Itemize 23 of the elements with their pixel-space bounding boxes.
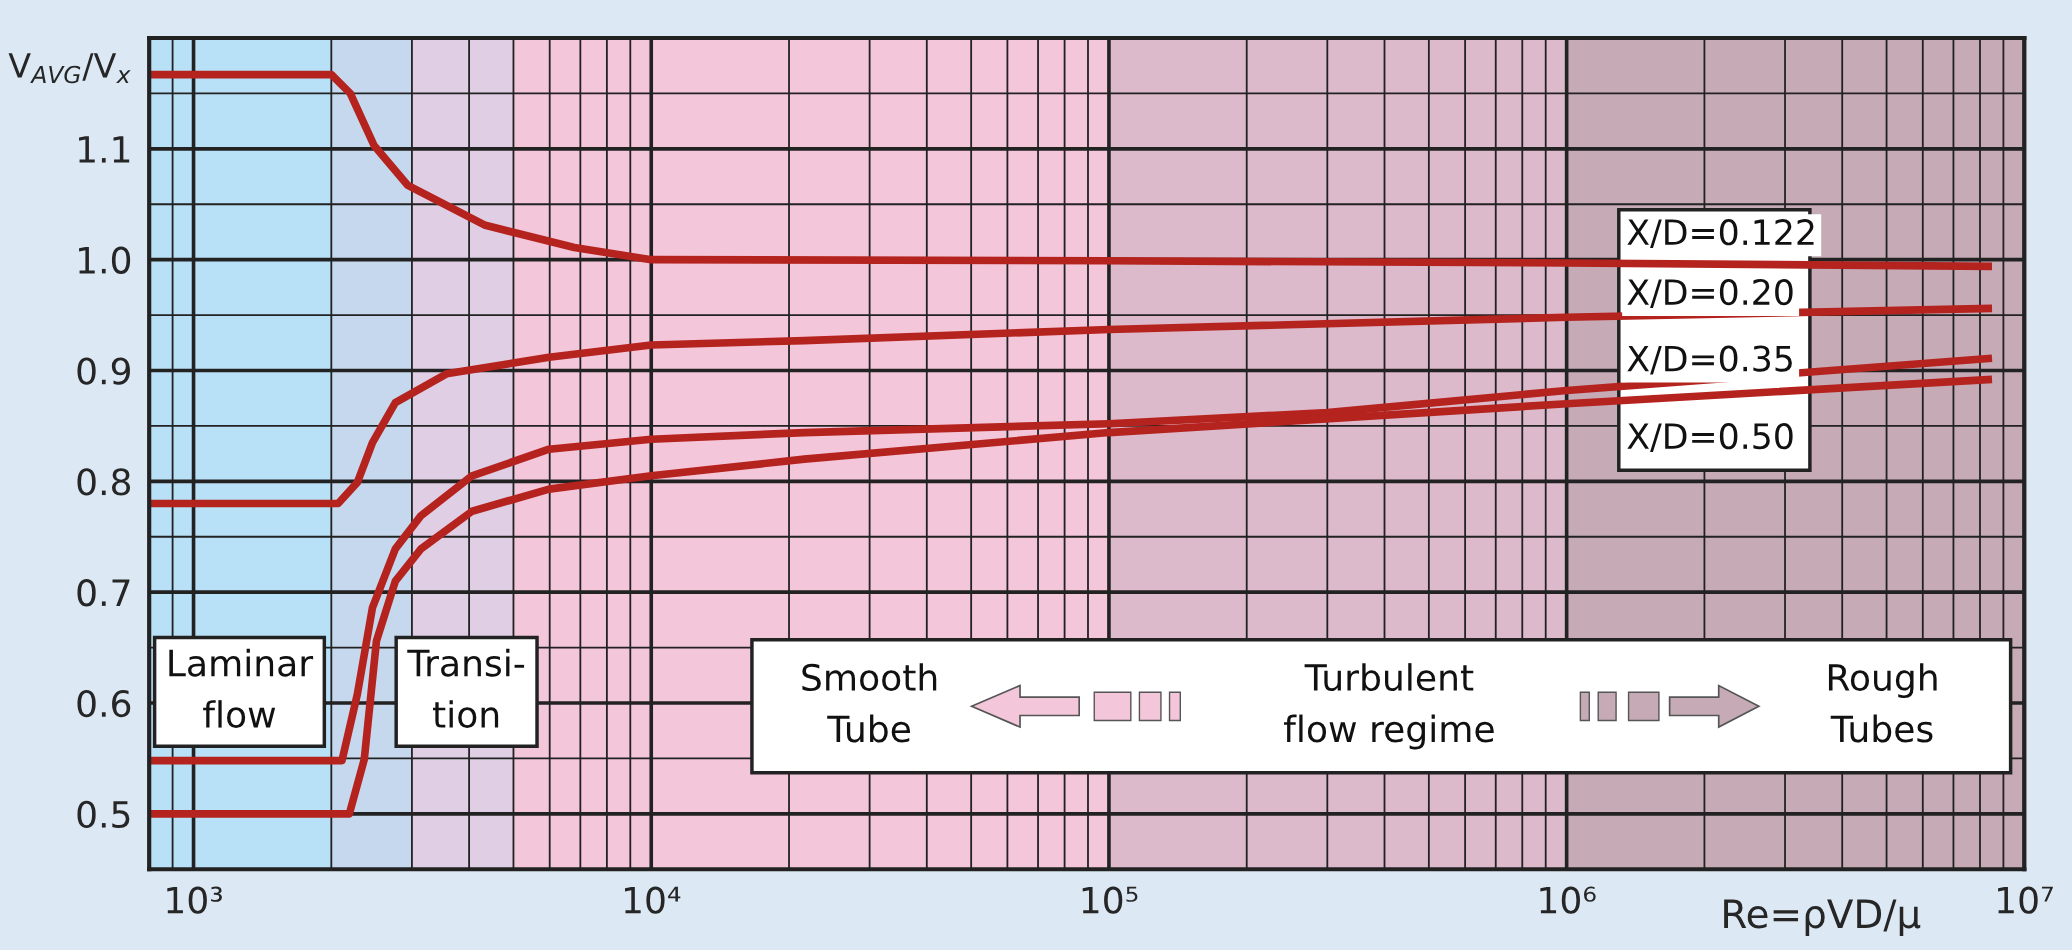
annotation: Smooth Tube [802,663,937,743]
annotation: Turbulent flow regime [1284,663,1494,750]
x-tick-label: 10⁴ [624,886,681,914]
y-tick-label: 1.0 [79,246,131,274]
y-tick-label: 0.6 [77,689,131,718]
x-tick-label: 10⁵ [1082,886,1138,914]
series-label: X/D=0.122 [1627,219,1814,249]
annotation: Laminar flow [169,648,314,729]
y-tick-label: 0.8 [77,468,131,496]
series-label: X/D=0.20 [1627,278,1793,308]
annotation: Transi- tion [407,648,525,729]
y-tick-label: 0.7 [77,579,130,607]
y-tick-label: 0.5 [77,800,130,829]
x-axis-title: Re=ρVD/μ [1724,899,1921,936]
x-tick-label: 10⁷ [1998,886,2053,914]
series-label: X/D=0.35 [1627,345,1792,375]
x-tick-label: 10³ [167,886,222,914]
series-label: X/D=0.50 [1627,423,1793,453]
y-tick-label: 0.9 [77,357,130,385]
y-axis-title: V$_{AVG}$/V$_{x}$ [8,53,131,84]
y-tick-label: 1.1 [79,136,130,163]
annotation: Rough Tubes [1828,663,1937,743]
x-tick-label: 10⁶ [1540,886,1596,914]
